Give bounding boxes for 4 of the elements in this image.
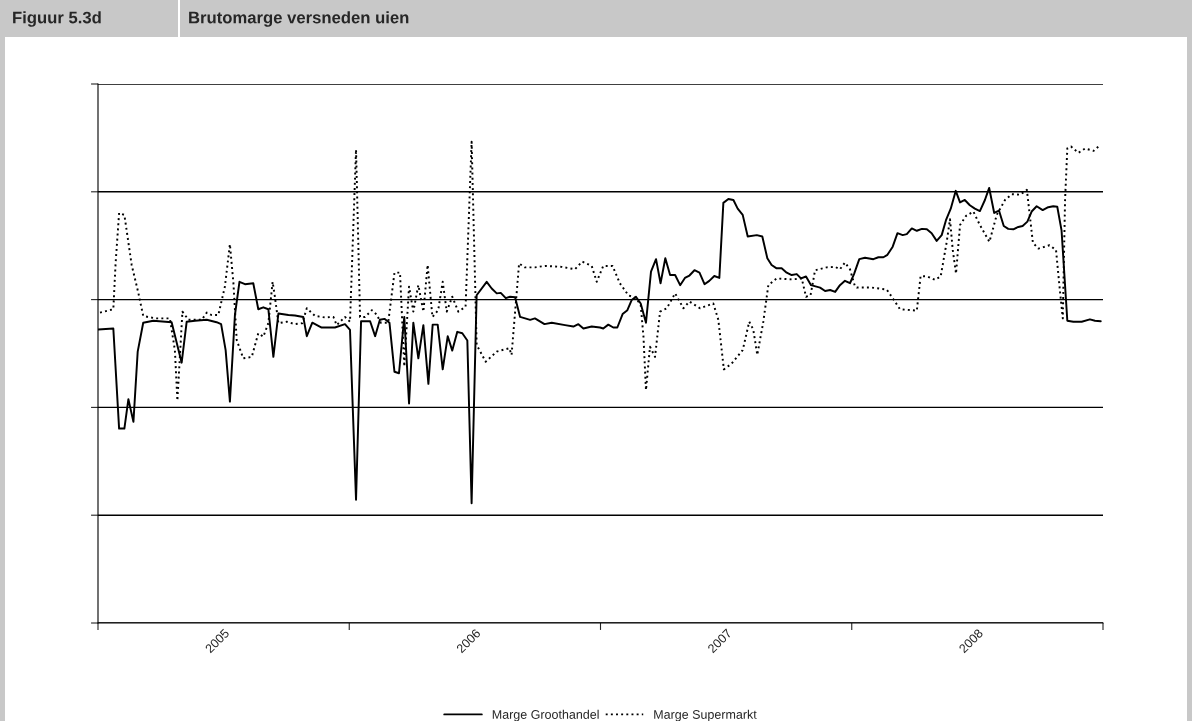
legend-label: Marge Groothandel xyxy=(492,709,599,721)
legend-label: Marge Supermarkt xyxy=(654,709,757,721)
text: Figuur 5.3d xyxy=(13,11,101,27)
chart-title: Brutomarge versneden uien xyxy=(189,11,409,27)
